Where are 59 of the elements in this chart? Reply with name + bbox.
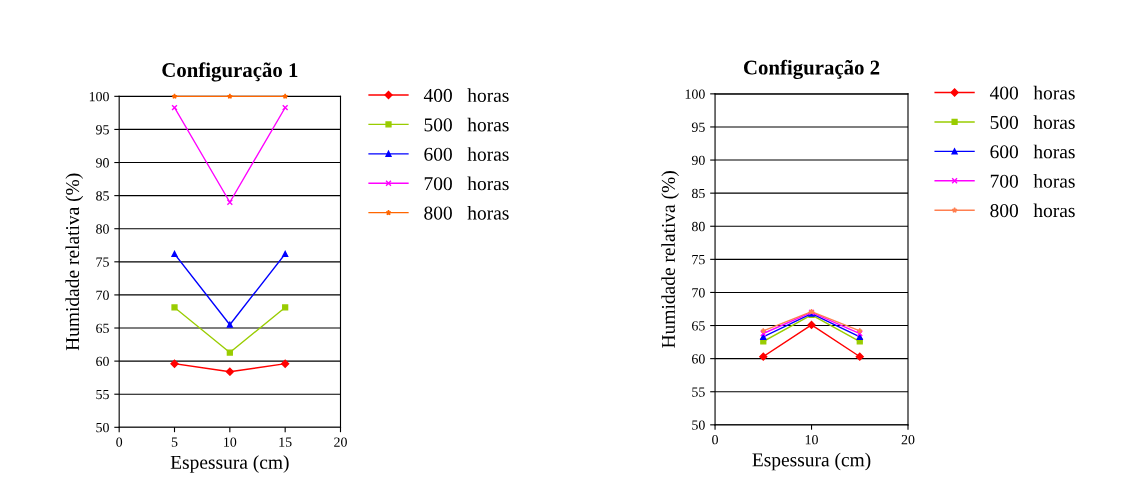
y-tick-label: 75 — [96, 257, 109, 267]
y-tick-label: 50 — [96, 422, 109, 433]
legend-label: 800 horas — [424, 205, 509, 220]
point — [807, 320, 816, 330]
y-tick-label: 100 — [89, 91, 109, 102]
x-tick-label: 0 — [116, 437, 123, 447]
legend-label: 400 horas — [423, 88, 509, 102]
y-axis-title: Humidade relativa (%) — [661, 171, 679, 348]
point — [226, 349, 233, 356]
x-tick-label: 15 — [279, 437, 292, 447]
chart-title: Configuração 1 — [162, 62, 298, 82]
y-tick-label: 70 — [96, 290, 109, 300]
legend-label: 600 horas — [424, 147, 509, 161]
y-tick-label: 65 — [692, 321, 705, 331]
point — [226, 321, 233, 328]
legend-label: 600 horas — [990, 144, 1075, 159]
x-tick-label: 10 — [805, 434, 818, 445]
x-tick-label: 20 — [901, 434, 915, 445]
y-tick-label: 100 — [685, 89, 705, 99]
y-tick-label: 60 — [96, 356, 109, 367]
point — [170, 359, 179, 368]
legend-label: 700 horas — [990, 174, 1075, 188]
legend-label: 800 horas — [990, 203, 1075, 218]
y-tick-label: 85 — [96, 191, 109, 201]
y-tick-label: 75 — [692, 255, 705, 265]
y-tick-label: 65 — [96, 323, 109, 333]
legend-label: 700 horas — [424, 176, 509, 191]
point — [759, 352, 768, 361]
legend-label: 400 horas — [989, 85, 1075, 100]
y-tick-label: 90 — [691, 155, 705, 166]
point — [282, 104, 289, 111]
y-tick-label: 70 — [692, 288, 705, 298]
y-tick-label: 85 — [691, 188, 705, 199]
x-tick-label: 0 — [712, 434, 718, 445]
chart-title: Configuração 2 — [743, 59, 880, 80]
y-tick-label: 60 — [692, 354, 705, 364]
y-tick-label: 50 — [692, 420, 705, 430]
point — [225, 367, 234, 376]
x-tick-label: 10 — [224, 437, 237, 447]
y-tick-label: 95 — [96, 125, 109, 135]
point — [281, 359, 290, 368]
point — [282, 250, 289, 258]
x-axis-title: Espessura (cm) — [752, 452, 871, 471]
legend-label: 500 horas — [424, 117, 509, 132]
y-tick-label: 95 — [691, 122, 705, 132]
y-tick-label: 80 — [96, 224, 109, 234]
x-tick-label: 5 — [171, 437, 178, 447]
point — [855, 352, 864, 361]
point — [171, 304, 178, 311]
point — [171, 250, 178, 258]
y-tick-label: 55 — [96, 389, 109, 400]
y-tick-label: 80 — [691, 221, 705, 232]
x-tick-label: 20 — [334, 437, 347, 447]
point — [282, 304, 289, 311]
legend-label: 500 horas — [990, 115, 1075, 129]
y-tick-label: 55 — [692, 387, 705, 397]
x-axis-title: Espessura (cm) — [170, 455, 289, 473]
y-tick-label: 90 — [96, 158, 109, 168]
y-axis-title: Humidade relativa (%) — [65, 173, 84, 351]
